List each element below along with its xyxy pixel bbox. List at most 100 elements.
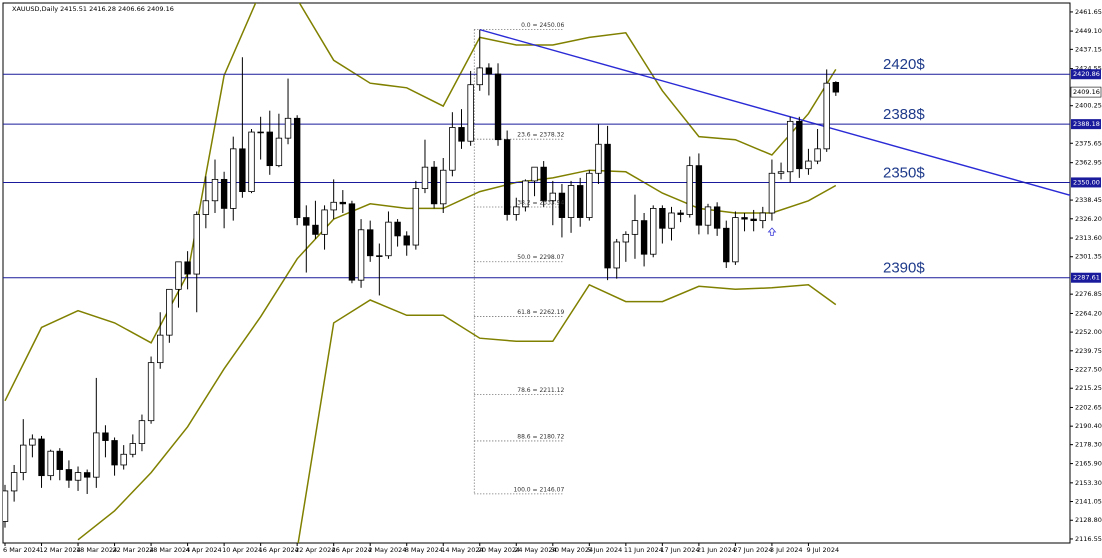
level-price-box <box>1071 119 1101 130</box>
candle-body <box>576 185 584 218</box>
fib-label: 38.2 = 2333.94 <box>517 199 564 206</box>
x-tick-label: 22 Apr 2024 <box>295 546 335 554</box>
candle-body <box>230 148 237 209</box>
y-tick-label: 2153.30 <box>1075 479 1102 487</box>
candle-body <box>175 261 182 290</box>
y-tick-label: 2190.40 <box>1075 422 1102 430</box>
candle-body <box>65 469 73 481</box>
candle-body <box>677 212 684 215</box>
candle-body <box>239 148 246 193</box>
candle-body <box>732 217 739 263</box>
plot-area <box>3 3 1070 543</box>
y-tick-label: 2461.65 <box>1075 8 1102 16</box>
level-price-box <box>1071 272 1101 283</box>
x-tick-label: 4 Apr 2024 <box>186 546 222 554</box>
x-tick-label: 26 Apr 2024 <box>332 546 372 554</box>
candle-body <box>814 148 821 162</box>
candle-body <box>540 166 547 202</box>
y-tick-label: 2400.25 <box>1075 102 1102 110</box>
candle-body <box>558 192 566 218</box>
fib-label: 100.0 = 2146.07 <box>513 486 564 493</box>
y-tick-label: 2313.60 <box>1075 234 1102 242</box>
candle-body <box>111 440 118 466</box>
x-tick-label: 5 Jun 2024 <box>587 546 622 554</box>
y-tick-label: 2424.55 <box>1075 65 1102 73</box>
candle-body <box>796 120 803 170</box>
fib-label: 88.6 = 2180.72 <box>517 433 564 440</box>
level-price-label: 2287.61 <box>1073 274 1100 282</box>
y-tick-label: 2449.10 <box>1075 27 1102 35</box>
x-tick-label: 9 Jul 2024 <box>806 546 839 554</box>
candle-body <box>202 200 210 215</box>
candle-body <box>586 172 593 218</box>
candle-body <box>631 220 639 235</box>
candle-body <box>248 131 255 193</box>
candle-body <box>157 334 164 364</box>
x-tick-label: 6 Mar 2024 <box>3 546 40 554</box>
candle-body <box>74 472 82 481</box>
fib-label: 23.6 = 2378.32 <box>517 132 564 139</box>
candle-body <box>193 214 200 275</box>
candle-body <box>686 165 693 215</box>
last-price-label: 2409.16 <box>1073 88 1100 96</box>
candle-body <box>503 139 511 215</box>
candle-body <box>147 362 155 422</box>
candle-body <box>421 166 429 189</box>
y-tick-label: 2227.50 <box>1075 366 1102 374</box>
candle-body <box>430 166 438 205</box>
x-tick-label: 11 Jun 2024 <box>624 546 663 554</box>
x-tick-label: 2 May 2024 <box>368 546 406 554</box>
candle-body <box>440 169 447 205</box>
y-tick-label: 2375.65 <box>1075 139 1102 147</box>
x-tick-label: 24 May 2024 <box>514 546 556 554</box>
x-tick-label: 21 Jun 2024 <box>697 546 736 554</box>
candle-body <box>741 217 748 220</box>
level-text: 2390$ <box>883 260 925 277</box>
candle-body <box>330 201 337 211</box>
y-tick-label: 2338.45 <box>1075 196 1102 204</box>
fib-label: 78.6 = 2211.12 <box>517 387 564 394</box>
candle-body <box>211 178 219 202</box>
candle-body <box>668 212 675 229</box>
candle-body <box>467 84 474 142</box>
x-tick-label: 22 Mar 2024 <box>113 546 154 554</box>
x-tick-label: 16 Apr 2024 <box>259 546 299 554</box>
candle-body <box>93 432 100 478</box>
level-price-label: 2388.18 <box>1073 120 1100 128</box>
chart-title: XAUUSD,Daily 2415.51 2416.28 2406.66 240… <box>12 5 174 13</box>
candle-body <box>476 67 483 86</box>
candle-body <box>595 143 602 174</box>
candle-body <box>567 185 575 218</box>
y-tick-label: 2165.90 <box>1075 460 1102 468</box>
level-price-label: 2350.00 <box>1073 178 1100 186</box>
candle-body <box>120 453 127 466</box>
bollinger-band <box>4 3 837 402</box>
candle-body <box>786 120 794 173</box>
candle-body <box>513 206 520 215</box>
candle-body <box>321 209 328 235</box>
candle-body <box>449 127 456 171</box>
trendline <box>479 28 1070 197</box>
candle-body <box>29 438 36 446</box>
candle-body <box>10 472 18 492</box>
level-price-box <box>1071 69 1101 80</box>
candle-body <box>832 81 840 93</box>
candle-body <box>56 450 63 470</box>
y-tick-label: 2252.00 <box>1075 328 1102 336</box>
candle-body <box>102 432 109 441</box>
candle-body <box>357 229 365 281</box>
candle-body <box>303 217 310 226</box>
candle-body <box>485 67 493 75</box>
candle-body <box>613 241 620 269</box>
candle-body <box>805 160 812 170</box>
candle-body <box>266 131 273 167</box>
y-tick-label: 2116.55 <box>1075 535 1102 543</box>
bollinger-band <box>297 283 837 543</box>
x-tick-label: 17 Jun 2024 <box>660 546 699 554</box>
level-text: 2350$ <box>883 164 925 181</box>
candle-body <box>531 166 538 182</box>
level-text: 2420$ <box>883 56 925 73</box>
x-tick-label: 18 Mar 2024 <box>76 546 117 554</box>
